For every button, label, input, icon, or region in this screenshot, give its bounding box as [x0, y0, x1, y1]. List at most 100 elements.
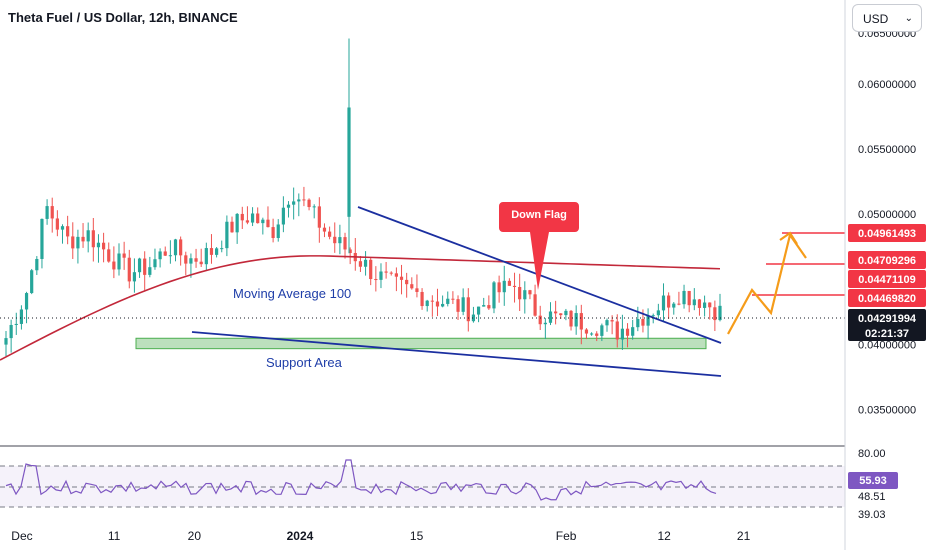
- candle-body: [348, 249, 352, 254]
- moving-average-line: [0, 255, 721, 361]
- candle-body: [292, 201, 296, 205]
- rsi-value-label: 55.93: [859, 475, 887, 487]
- x-tick-label: Feb: [556, 529, 577, 543]
- candle-body: [523, 290, 527, 300]
- candle-body: [589, 333, 594, 335]
- candle-body: [646, 315, 650, 326]
- y-tick-label: 0.05000000: [858, 209, 916, 221]
- candle-body: [302, 199, 306, 201]
- x-tick-label: 12: [657, 529, 671, 543]
- candle-body: [600, 325, 604, 336]
- y-tick-label: 0.03500000: [858, 404, 916, 416]
- candle-body: [487, 305, 491, 309]
- candle-body: [14, 323, 18, 325]
- countdown-label: 02:21:37: [865, 328, 909, 340]
- candle-body: [153, 259, 157, 268]
- candle-body: [50, 206, 54, 219]
- candle-body: [702, 302, 707, 308]
- candle-body: [389, 272, 393, 274]
- candle-body: [492, 282, 496, 309]
- candle-body: [620, 328, 625, 340]
- rsi-line: [5, 459, 717, 501]
- currency-label: USD: [863, 12, 889, 26]
- candle-body: [112, 261, 116, 270]
- candle-body: [235, 213, 239, 233]
- projection-arrow-icon: [779, 231, 798, 245]
- candle-body: [384, 271, 388, 273]
- candle-body: [543, 322, 547, 325]
- candle-body: [117, 253, 121, 270]
- y-tick-label: 0.05500000: [858, 144, 916, 156]
- x-tick-label: 21: [737, 529, 751, 543]
- candle-body: [595, 333, 599, 336]
- candle-body: [425, 300, 429, 307]
- candle-body: [420, 291, 424, 307]
- chevron-down-icon: ⌄: [904, 13, 913, 24]
- candle-body: [35, 258, 39, 271]
- candle-body: [518, 287, 522, 300]
- candle-body: [435, 301, 440, 307]
- price-level-tag: [848, 270, 926, 288]
- candle-body: [40, 218, 44, 259]
- candle-body: [245, 220, 250, 223]
- candle-body: [281, 207, 285, 225]
- candle-body: [91, 230, 95, 248]
- price-level-tag-label: 0.04709296: [858, 255, 916, 267]
- candle-body: [554, 311, 558, 314]
- candle-body: [641, 318, 645, 326]
- candle-body: [363, 259, 368, 267]
- candle-body: [394, 273, 398, 277]
- candle-body: [441, 303, 445, 307]
- candle-body: [574, 313, 578, 327]
- candle-body: [476, 306, 481, 315]
- candle-body: [713, 307, 717, 321]
- y-tick-label: 0.06000000: [858, 79, 916, 91]
- support-area-label: Support Area: [266, 355, 343, 370]
- candle-body: [60, 226, 65, 230]
- candle-body: [9, 324, 13, 339]
- candle-body: [107, 249, 111, 262]
- candle-body: [615, 321, 619, 340]
- projection-path: [727, 232, 807, 335]
- candle-body: [461, 297, 465, 312]
- candle-body: [148, 267, 152, 275]
- price-level-tag: [848, 289, 926, 307]
- candle-body: [482, 305, 486, 307]
- candle-body: [215, 248, 219, 255]
- price-level-tag-label: 0.04961493: [858, 228, 916, 240]
- candle-body: [225, 221, 229, 249]
- candle-body: [697, 299, 702, 308]
- candle-body: [173, 239, 178, 256]
- candle-body: [184, 255, 188, 264]
- rsi-value-tag: [848, 472, 898, 489]
- candle-body: [451, 298, 455, 300]
- candle-body: [502, 280, 506, 293]
- candle-body: [24, 293, 29, 310]
- candle-body: [692, 299, 696, 306]
- candle-body: [677, 303, 681, 305]
- candle-body: [71, 236, 75, 249]
- candle-body: [446, 298, 450, 304]
- currency-selector[interactable]: USD ⌄: [852, 4, 922, 32]
- candle-body: [343, 237, 347, 250]
- candle-body: [569, 310, 573, 327]
- candle-body: [312, 206, 316, 208]
- candle-body: [19, 309, 24, 324]
- candle-body: [625, 328, 630, 336]
- candle-body: [405, 279, 409, 285]
- candle-body: [158, 251, 162, 260]
- support-area: [135, 337, 707, 350]
- candle-body: [466, 297, 470, 322]
- candle-body: [512, 285, 517, 288]
- rsi-tick-label: 39.03: [858, 509, 886, 521]
- candle-body: [338, 237, 342, 244]
- x-tick-label: Dec: [11, 529, 32, 543]
- rsi-tick-label: 80.00: [858, 448, 886, 460]
- candle-body: [605, 320, 609, 326]
- candle-body: [399, 276, 404, 280]
- candle-body: [369, 259, 373, 280]
- candle-body: [548, 311, 553, 323]
- candle-body: [497, 282, 501, 293]
